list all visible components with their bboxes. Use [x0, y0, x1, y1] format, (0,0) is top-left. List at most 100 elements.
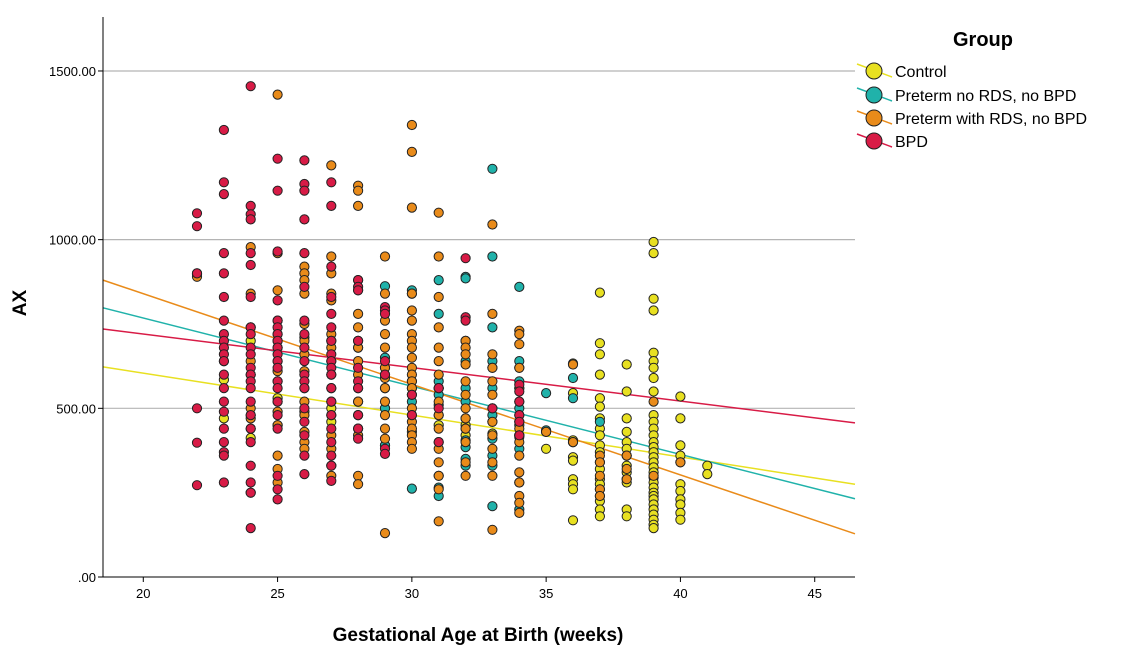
data-point — [648, 305, 659, 316]
data-point — [299, 450, 310, 461]
data-point — [299, 469, 310, 480]
data-point — [460, 470, 471, 481]
data-point — [245, 349, 256, 360]
data-point — [460, 273, 471, 284]
data-point — [648, 386, 659, 397]
data-point — [245, 423, 256, 434]
data-point — [514, 507, 525, 519]
data-point — [675, 514, 686, 525]
data-point — [406, 352, 417, 363]
data-point — [487, 416, 498, 427]
data-point — [648, 236, 659, 248]
legend-marker — [865, 132, 883, 150]
data-point — [245, 259, 256, 271]
data-point — [487, 457, 498, 468]
data-point — [353, 396, 364, 407]
data-point — [379, 528, 391, 539]
data-point — [487, 322, 498, 333]
data-point — [299, 430, 310, 441]
data-point — [245, 329, 256, 340]
data-point — [514, 497, 525, 508]
x-tick-label: 45 — [807, 586, 821, 601]
data-point — [433, 291, 444, 303]
data-point — [218, 437, 229, 448]
data-point — [514, 396, 525, 407]
data-point — [514, 281, 525, 292]
data-point — [353, 335, 364, 346]
data-point — [326, 396, 337, 407]
data-point — [460, 389, 471, 400]
data-point — [514, 450, 525, 461]
data-point — [433, 342, 444, 353]
data-point — [567, 484, 579, 495]
data-point — [594, 338, 606, 349]
data-point — [191, 208, 203, 219]
data-point — [379, 433, 391, 444]
data-point — [648, 372, 659, 384]
data-point — [594, 490, 606, 502]
data-point — [406, 288, 417, 299]
data-point — [567, 515, 579, 526]
x-tick-label: 20 — [136, 586, 150, 601]
data-point — [353, 285, 364, 296]
data-point — [648, 362, 659, 373]
data-point — [272, 410, 283, 421]
data-point — [487, 389, 498, 400]
legend-items: Control Preterm no RDS, no BPD Preterm wit… — [856, 62, 1087, 151]
data-point — [487, 501, 498, 512]
data-point — [406, 305, 417, 316]
data-point — [191, 480, 203, 491]
data-point — [460, 457, 471, 468]
data-point — [433, 516, 444, 527]
data-point — [218, 124, 229, 136]
data-point — [326, 177, 337, 188]
data-point — [675, 485, 686, 497]
data-point — [191, 221, 203, 232]
data-point — [272, 450, 283, 461]
data-point — [621, 386, 632, 397]
data-point — [272, 89, 283, 100]
data-points — [191, 81, 713, 539]
data-point — [433, 437, 444, 448]
data-point — [379, 410, 391, 421]
data-point — [648, 293, 659, 304]
legend: Group Control Preterm no RDS, no BPD Prete… — [856, 29, 1087, 151]
data-point — [379, 342, 391, 353]
data-point — [218, 189, 229, 200]
data-point — [541, 388, 552, 399]
data-point — [433, 470, 444, 481]
data-point — [487, 403, 498, 414]
data-point — [326, 475, 337, 486]
data-point — [541, 443, 552, 454]
data-point — [299, 329, 310, 340]
data-point — [675, 391, 686, 402]
data-point — [406, 389, 417, 400]
data-point — [487, 524, 498, 535]
data-point — [299, 248, 310, 259]
data-point — [567, 393, 579, 404]
data-point — [594, 401, 606, 412]
data-point — [326, 460, 337, 471]
data-point — [326, 308, 337, 319]
data-point — [460, 413, 471, 424]
data-point — [487, 308, 498, 319]
data-point — [218, 450, 229, 461]
x-axis-title: Gestational Age at Birth (weeks) — [333, 625, 624, 646]
data-point — [218, 423, 229, 434]
data-point — [567, 372, 579, 384]
data-point — [326, 410, 337, 421]
data-point — [245, 291, 256, 303]
data-point — [272, 396, 283, 407]
data-point — [353, 433, 364, 444]
data-point — [594, 287, 606, 298]
data-point — [379, 329, 391, 340]
data-point — [648, 248, 659, 259]
data-point — [648, 396, 659, 407]
data-point — [245, 214, 256, 225]
data-point — [272, 484, 283, 495]
data-point — [326, 437, 337, 448]
data-point — [406, 119, 417, 131]
data-point — [326, 335, 337, 346]
data-point — [299, 155, 310, 166]
data-point — [648, 347, 659, 358]
